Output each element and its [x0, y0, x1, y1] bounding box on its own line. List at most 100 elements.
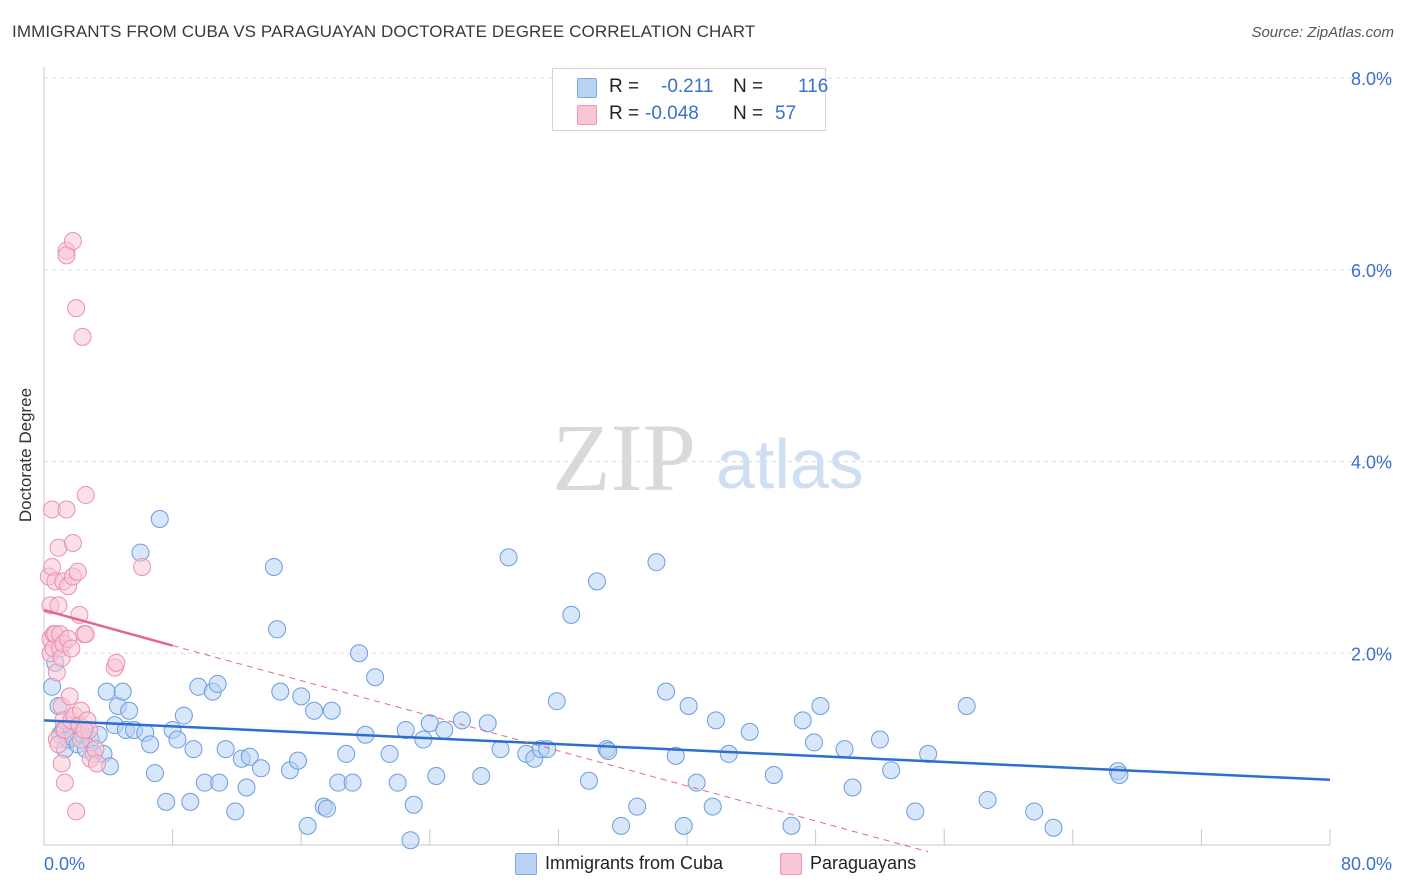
data-point-paraguayans: [76, 625, 95, 644]
data-point-cuba: [271, 682, 290, 701]
data-point-cuba: [157, 792, 176, 811]
data-point-paraguayans: [68, 562, 87, 581]
data-point-cuba: [337, 744, 356, 763]
data-point-cuba: [404, 795, 423, 814]
data-point-cuba: [870, 730, 889, 749]
stats-row-cuba: R = -0.211 N = 116: [553, 74, 829, 100]
data-point-paraguayans: [67, 299, 86, 318]
data-point-cuba: [472, 766, 491, 785]
data-point-cuba: [628, 797, 647, 816]
data-point-cuba: [141, 735, 160, 754]
legend-swatch-blue: [515, 853, 537, 875]
series-cuba-points: [43, 510, 1129, 850]
data-point-cuba: [305, 701, 324, 720]
data-point-cuba: [435, 720, 454, 739]
data-point-cuba: [264, 557, 283, 576]
data-point-cuba: [478, 714, 497, 733]
x-tick-label: 0.0%: [44, 854, 85, 874]
data-point-paraguayans: [75, 720, 94, 739]
trend-line-paraguayans-extended: [172, 645, 929, 853]
data-point-cuba: [120, 701, 139, 720]
data-point-cuba: [350, 644, 369, 663]
data-point-cuba: [268, 620, 287, 639]
data-point-cuba: [491, 740, 510, 759]
data-point-cuba: [298, 816, 317, 835]
data-point-cuba: [499, 548, 518, 567]
data-point-cuba: [547, 692, 566, 711]
n-label: N =: [733, 76, 764, 97]
data-point-cuba: [181, 792, 200, 811]
trend-line-cuba: [43, 719, 1331, 782]
source-label: Source: ZipAtlas.com: [1251, 24, 1394, 41]
data-point-paraguayans: [67, 802, 86, 821]
data-point-cuba: [679, 696, 698, 715]
data-point-paraguayans: [63, 533, 82, 552]
data-point-cuba: [740, 722, 759, 741]
stats-swatch-pink: [577, 105, 597, 125]
data-point-cuba: [579, 771, 598, 790]
data-point-cuba: [703, 797, 722, 816]
watermark-zip: ZIP: [552, 404, 696, 511]
n-value: 116: [798, 76, 829, 97]
data-point-cuba: [906, 802, 925, 821]
data-point-cuba: [317, 799, 336, 818]
watermark-atlas: atlas: [716, 425, 864, 503]
data-point-cuba: [226, 802, 245, 821]
data-point-cuba: [292, 687, 311, 706]
data-point-cuba: [145, 764, 164, 783]
data-point-paraguayans: [76, 486, 95, 505]
data-point-cuba: [1044, 818, 1063, 837]
data-point-cuba: [687, 773, 706, 792]
r-value: -0.048: [645, 103, 699, 124]
data-point-cuba: [216, 740, 235, 759]
y-tick-label: 6.0%: [1351, 261, 1392, 281]
data-point-cuba: [210, 773, 229, 792]
data-point-paraguayans: [73, 327, 92, 346]
axes: [43, 67, 1331, 846]
data-point-cuba: [804, 733, 823, 752]
n-label: N =: [733, 103, 764, 124]
data-point-cuba: [957, 696, 976, 715]
r-label: R =: [609, 76, 640, 97]
data-point-paraguayans: [107, 653, 126, 672]
data-point-cuba: [414, 730, 433, 749]
data-point-cuba: [174, 706, 193, 725]
data-point-cuba: [1025, 802, 1044, 821]
data-point-paraguayans: [52, 754, 71, 773]
data-point-cuba: [657, 682, 676, 701]
chart-title: IMMIGRANTS FROM CUBA VS PARAGUAYAN DOCTO…: [12, 22, 756, 41]
data-point-cuba: [396, 720, 415, 739]
data-point-cuba: [612, 816, 631, 835]
stats-box: R = -0.211 N = 116 R = -0.048 N = 57: [552, 68, 829, 131]
y-tick-label: 8.0%: [1351, 69, 1392, 89]
data-point-cuba: [97, 682, 116, 701]
y-tick-label: 2.0%: [1351, 644, 1392, 664]
data-point-cuba: [366, 668, 385, 687]
data-point-cuba: [782, 816, 801, 835]
data-point-cuba: [184, 740, 203, 759]
data-point-cuba: [240, 747, 259, 766]
data-point-paraguayans: [57, 500, 76, 519]
tick-labels: 2.0% 4.0% 6.0% 8.0% 0.0% 80.0%: [44, 69, 1392, 874]
data-point-paraguayans: [88, 754, 107, 773]
data-point-cuba: [252, 759, 271, 778]
data-point-paraguayans: [63, 231, 82, 250]
data-point-cuba: [388, 773, 407, 792]
data-point-cuba: [237, 778, 256, 797]
data-point-cuba: [587, 572, 606, 591]
data-point-cuba: [978, 790, 997, 809]
trend-lines: [43, 608, 1331, 853]
gridlines: [44, 77, 1392, 654]
data-point-cuba: [150, 510, 169, 529]
data-point-cuba: [719, 744, 738, 763]
data-point-cuba: [427, 766, 446, 785]
r-value: -0.211: [661, 76, 714, 97]
data-point-cuba: [562, 605, 581, 624]
trend-line-paraguayans: [43, 608, 173, 647]
data-point-cuba: [113, 682, 132, 701]
stats-row-paraguayans: R = -0.048 N = 57: [553, 101, 825, 127]
data-point-cuba: [793, 711, 812, 730]
data-point-cuba: [380, 744, 399, 763]
watermark: ZIP atlas: [552, 404, 864, 511]
data-point-cuba: [882, 761, 901, 780]
